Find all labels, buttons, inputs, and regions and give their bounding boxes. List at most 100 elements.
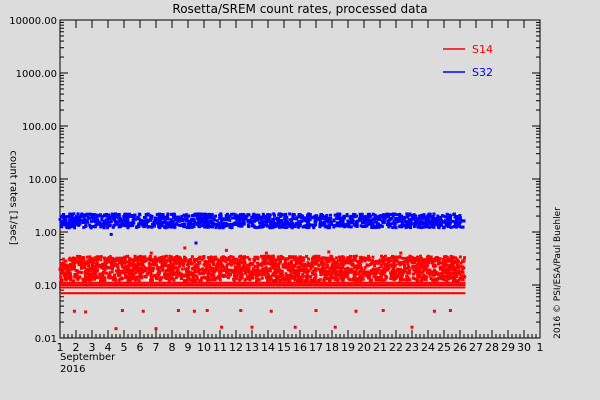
data-point	[141, 270, 145, 274]
data-point	[270, 286, 273, 289]
data-point	[134, 281, 137, 284]
data-point	[346, 270, 350, 274]
data-point	[252, 259, 256, 263]
data-point	[160, 276, 164, 280]
data-point	[440, 265, 444, 269]
data-point	[208, 266, 212, 270]
data-point	[414, 223, 418, 227]
data-point	[244, 266, 248, 270]
data-point	[448, 224, 452, 228]
data-point	[126, 267, 130, 271]
data-point	[349, 225, 353, 229]
data-point	[63, 265, 67, 269]
data-point	[107, 292, 110, 295]
data-point	[338, 284, 341, 286]
data-point	[274, 292, 277, 295]
data-point	[303, 217, 307, 221]
data-point	[62, 292, 65, 295]
data-point	[175, 284, 178, 286]
data-point	[251, 272, 255, 276]
x-tick-label: 18	[325, 341, 339, 354]
data-point	[348, 261, 352, 265]
data-point	[220, 286, 223, 289]
data-point	[226, 292, 229, 295]
data-point	[184, 269, 188, 273]
data-point	[349, 214, 353, 218]
data-point	[238, 261, 242, 265]
data-point	[205, 265, 209, 269]
data-point	[417, 218, 421, 222]
data-point	[154, 258, 158, 262]
data-point	[212, 218, 216, 222]
data-point	[73, 275, 77, 279]
data-point	[128, 214, 132, 218]
data-point	[171, 292, 174, 295]
data-point	[443, 221, 447, 225]
x-tick-label: 5	[121, 341, 128, 354]
data-point	[347, 225, 351, 229]
outlier-point	[327, 250, 331, 254]
data-point	[89, 292, 92, 295]
data-point	[101, 286, 104, 289]
data-point	[142, 281, 145, 284]
data-point	[266, 284, 269, 286]
data-point	[272, 292, 275, 295]
data-point	[277, 286, 280, 289]
x-tick-label: 16	[293, 341, 307, 354]
data-point	[208, 284, 211, 286]
data-point	[99, 284, 102, 286]
data-point	[391, 222, 395, 226]
data-point	[309, 223, 313, 227]
data-point	[119, 286, 122, 289]
data-point	[354, 284, 357, 286]
data-point	[94, 223, 98, 227]
data-point	[345, 284, 348, 286]
data-point	[245, 214, 249, 218]
data-point	[449, 268, 453, 272]
data-point	[69, 213, 73, 217]
data-point	[281, 292, 284, 295]
data-point	[129, 221, 133, 225]
data-point	[388, 264, 392, 268]
data-point	[211, 284, 214, 286]
data-point	[166, 212, 170, 216]
data-point	[224, 286, 227, 289]
data-point	[120, 292, 123, 295]
data-point	[92, 286, 95, 289]
data-point	[212, 273, 216, 277]
data-point	[424, 218, 428, 222]
data-point	[391, 263, 395, 267]
data-point	[460, 284, 463, 286]
data-point	[198, 279, 202, 283]
data-point	[336, 278, 340, 282]
data-point	[457, 281, 460, 284]
data-point	[330, 284, 333, 286]
data-point	[277, 261, 281, 265]
data-point	[131, 258, 135, 262]
data-point	[409, 284, 412, 286]
data-point	[376, 270, 380, 274]
data-point	[192, 273, 196, 277]
data-point	[393, 281, 396, 284]
data-point	[167, 267, 171, 271]
outlier-point	[183, 246, 187, 250]
data-point	[270, 284, 273, 286]
data-point	[133, 281, 136, 284]
data-point	[113, 214, 117, 218]
data-point	[59, 272, 63, 276]
data-point	[245, 286, 248, 289]
data-point	[127, 272, 131, 276]
data-point	[324, 215, 328, 219]
data-point	[64, 286, 67, 289]
data-point	[356, 259, 360, 263]
data-point	[177, 264, 181, 268]
data-point	[218, 216, 222, 220]
data-point	[102, 226, 106, 230]
data-point	[386, 219, 390, 223]
data-point	[345, 273, 349, 277]
data-point	[210, 278, 214, 282]
data-point	[187, 284, 189, 286]
data-point	[93, 271, 97, 275]
data-point	[254, 281, 257, 284]
data-point	[345, 286, 348, 289]
